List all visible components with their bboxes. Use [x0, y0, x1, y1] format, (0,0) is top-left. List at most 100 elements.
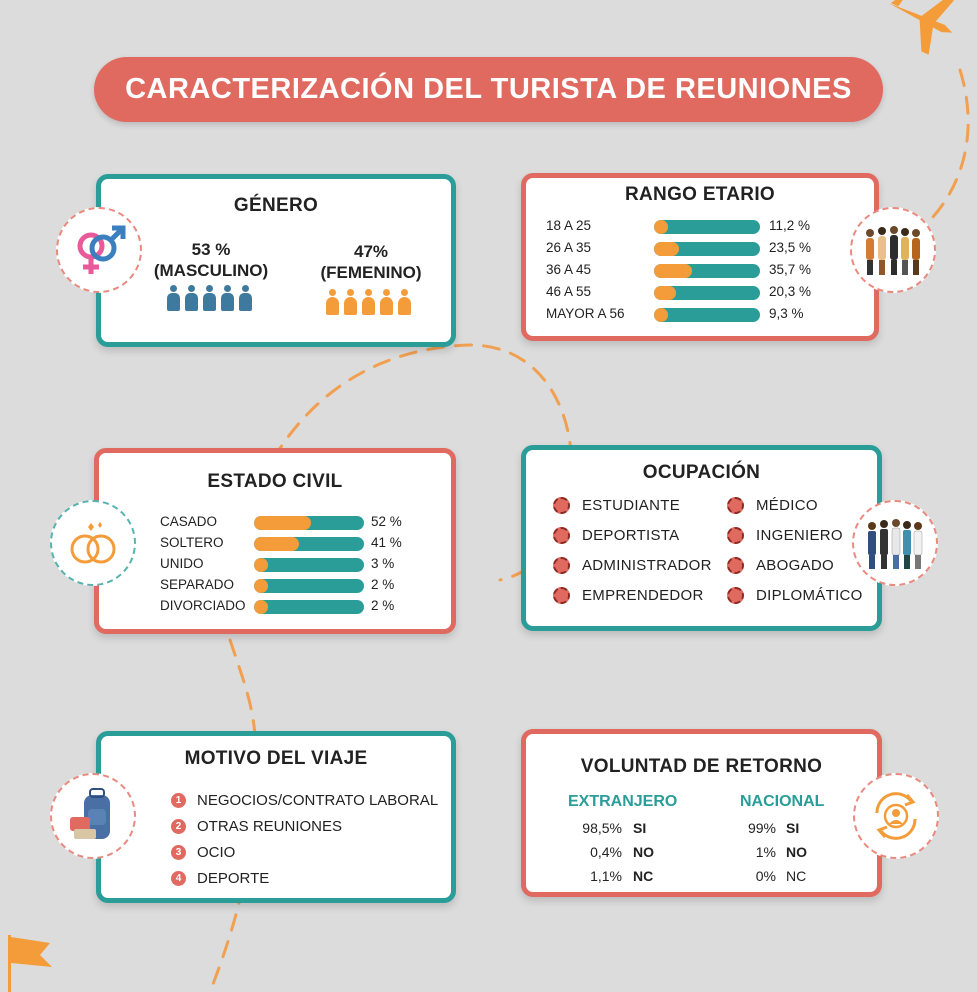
extranjero-pct: 0,4% [590, 844, 622, 860]
female-person-icon [343, 289, 358, 315]
nacional-answer: SI [786, 820, 800, 836]
civil-bar [254, 579, 364, 593]
page-title: CARACTERIZACIÓN DEL TURISTA DE REUNIONES [94, 57, 883, 122]
male-person-icon [238, 285, 253, 311]
civil-bar [254, 558, 364, 572]
bullet-dot-icon [553, 497, 570, 514]
civil-value: 41 % [371, 535, 402, 550]
age-bar-fill [654, 308, 668, 322]
motivo-label: DEPORTE [197, 870, 270, 887]
rango-card: RANGO ETARIO 18 A 25 11,2 % 26 A 35 23,5 % 3… [521, 173, 879, 341]
wedding-rings-icon [50, 500, 136, 586]
motivo-card: MOTIVO DEL VIAJE 1 NEGOCIOS/CONTRATO LABO… [96, 731, 456, 903]
ocupacion-title: OCUPACIÓN [642, 462, 761, 483]
extranjero-pct: 98,5% [582, 820, 622, 836]
ocupacion-item: MÉDICO [727, 497, 818, 514]
civil-label: UNIDO [160, 556, 204, 571]
estado-card: ESTADO CIVIL CASADO 52 % SOLTERO 41 % UNIDO 3… [94, 448, 456, 634]
civil-value: 3 % [371, 556, 395, 571]
nacional-answer: NC [786, 868, 807, 884]
civil-label: CASADO [160, 514, 218, 529]
age-value: 11,2 % [769, 218, 811, 233]
age-bar-fill [654, 242, 679, 256]
bullet-dot-icon [553, 587, 570, 604]
male-person-icon [184, 285, 199, 311]
motivo-label: NEGOCIOS/CONTRATO LABORAL [197, 792, 439, 809]
age-label: 18 A 25 [546, 218, 592, 233]
ocupacion-label: ESTUDIANTE [582, 497, 681, 514]
ocupacion-label: ADMINISTRADOR [582, 557, 712, 574]
age-bar-fill [654, 286, 676, 300]
luggage-icon [50, 773, 136, 859]
bullet-dot-icon [727, 527, 744, 544]
age-value: 23,5 % [769, 240, 812, 255]
age-value: 20,3 % [769, 284, 812, 299]
ocupacion-item: ESTUDIANTE [553, 497, 680, 514]
masculino-value: 53 % [191, 240, 231, 259]
bullet-dot-icon [553, 557, 570, 574]
extranjero-answer: NO [633, 844, 654, 860]
age-bar-fill [654, 220, 668, 234]
ocupacion-label: DIPLOMÁTICO [756, 587, 863, 604]
extranjero-pct: 1,1% [590, 868, 622, 884]
ocupacion-item: ABOGADO [727, 557, 834, 574]
civil-label: SOLTERO [160, 535, 224, 550]
number-badge: 2 [171, 819, 186, 834]
people-group-icon [850, 207, 936, 293]
genero-title: GÉNERO [233, 195, 319, 216]
age-value: 9,3 % [769, 306, 804, 321]
civil-bar [254, 516, 364, 530]
motivo-title: MOTIVO DEL VIAJE [184, 748, 368, 769]
age-label: 26 A 35 [546, 240, 592, 255]
femenino-value: 47% [353, 242, 389, 261]
male-person-icon [202, 285, 217, 311]
ocupacion-item: EMPRENDEDOR [553, 587, 704, 604]
age-value: 35,7 % [769, 262, 812, 277]
female-people-icons [325, 289, 412, 315]
ocupacion-card: OCUPACIÓN ESTUDIANTE DEPORTISTA ADMINIST… [521, 445, 882, 631]
civil-value: 2 % [371, 577, 395, 592]
age-bar [654, 264, 760, 278]
civil-bar-fill [254, 516, 312, 530]
female-person-icon [379, 289, 394, 315]
ocupacion-item: DEPORTISTA [553, 527, 679, 544]
bullet-dot-icon [727, 557, 744, 574]
civil-label: SEPARADO [160, 577, 235, 592]
motivo-label: OTRAS REUNIONES [197, 818, 343, 835]
masculino-pct: 53 % (MASCULINO) [146, 239, 276, 281]
ocupacion-item: ADMINISTRADOR [553, 557, 712, 574]
nacional-pct: 1% [755, 844, 776, 860]
nacional-header: NACIONAL [740, 793, 825, 810]
female-person-icon [325, 289, 340, 315]
civil-value: 2 % [371, 598, 395, 613]
estado-title: ESTADO CIVIL [207, 471, 343, 492]
ocupacion-label: MÉDICO [756, 497, 818, 514]
civil-bar-fill [254, 558, 268, 572]
age-bar [654, 242, 760, 256]
masculino-label: (MASCULINO) [153, 261, 269, 280]
male-people-icons [166, 285, 253, 311]
age-bar [654, 286, 760, 300]
nacional-pct: 99% [747, 820, 776, 836]
civil-value: 52 % [371, 514, 402, 529]
genero-card: GÉNERO 53 % (MASCULINO) 47% (FEMENINO) [96, 174, 456, 347]
extranjero-answer: NC [633, 868, 654, 884]
motivo-item: 4 DEPORTE [171, 870, 269, 887]
voluntad-card: VOLUNTAD DE RETORNO EXTRANJERO NACIONAL … [521, 729, 882, 897]
motivo-item: 3 OCIO [171, 844, 235, 861]
bullet-dot-icon [727, 497, 744, 514]
number-badge: 3 [171, 845, 186, 860]
ocupacion-label: EMPRENDEDOR [582, 587, 704, 604]
voluntad-title: VOLUNTAD DE RETORNO [580, 756, 823, 777]
age-bar [654, 220, 760, 234]
bullet-dot-icon [553, 527, 570, 544]
age-label: 36 A 45 [546, 262, 592, 277]
female-person-icon [397, 289, 412, 315]
age-label: 46 A 55 [546, 284, 592, 299]
femenino-label: (FEMENINO) [320, 263, 422, 282]
civil-label: DIVORCIADO [160, 598, 246, 613]
ocupacion-item: INGENIERO [727, 527, 843, 544]
motivo-item: 1 NEGOCIOS/CONTRATO LABORAL [171, 792, 438, 809]
extranjero-answer: SI [633, 820, 647, 836]
return-person-icon [853, 773, 939, 859]
